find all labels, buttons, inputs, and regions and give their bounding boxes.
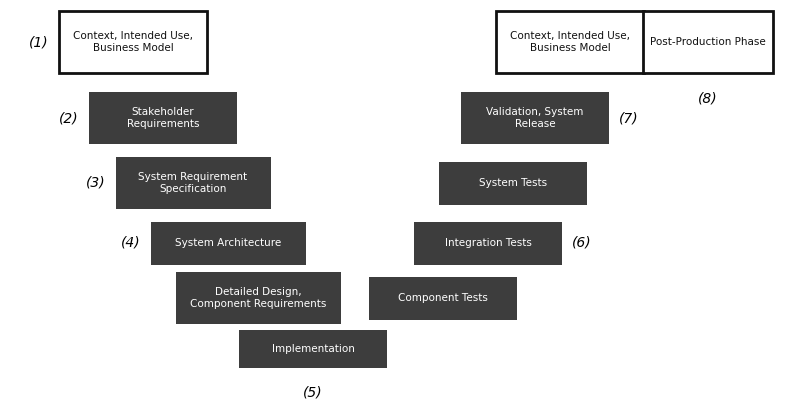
FancyBboxPatch shape: [369, 277, 517, 320]
Text: Context, Intended Use,
Business Model: Context, Intended Use, Business Model: [73, 31, 193, 53]
Text: System Requirement
Specification: System Requirement Specification: [139, 172, 248, 194]
FancyBboxPatch shape: [239, 330, 387, 368]
FancyBboxPatch shape: [414, 221, 562, 265]
FancyBboxPatch shape: [59, 11, 207, 73]
Text: System Tests: System Tests: [479, 178, 547, 188]
Text: Detailed Design,
Component Requirements: Detailed Design, Component Requirements: [190, 287, 326, 309]
Text: Validation, System
Release: Validation, System Release: [486, 107, 584, 129]
Text: (7): (7): [619, 111, 638, 125]
Text: (5): (5): [303, 386, 323, 400]
Text: (1): (1): [29, 35, 49, 49]
Text: System Architecture: System Architecture: [175, 238, 281, 248]
Text: Context, Intended Use,
Business Model: Context, Intended Use, Business Model: [510, 31, 630, 53]
Text: Integration Tests: Integration Tests: [445, 238, 531, 248]
Text: Implementation: Implementation: [272, 344, 354, 354]
FancyBboxPatch shape: [643, 11, 773, 73]
Text: (8): (8): [698, 91, 718, 105]
FancyBboxPatch shape: [176, 272, 341, 324]
FancyBboxPatch shape: [89, 92, 237, 144]
FancyBboxPatch shape: [496, 11, 644, 73]
Text: Stakeholder
Requirements: Stakeholder Requirements: [127, 107, 199, 129]
Text: (4): (4): [121, 236, 141, 250]
Text: Component Tests: Component Tests: [398, 293, 488, 303]
Text: Post-Production Phase: Post-Production Phase: [650, 37, 766, 47]
Text: (6): (6): [572, 236, 592, 250]
FancyBboxPatch shape: [116, 157, 271, 209]
Text: (2): (2): [59, 111, 79, 125]
FancyBboxPatch shape: [461, 92, 609, 144]
FancyBboxPatch shape: [439, 162, 587, 205]
FancyBboxPatch shape: [150, 221, 305, 265]
Text: (3): (3): [86, 176, 105, 190]
